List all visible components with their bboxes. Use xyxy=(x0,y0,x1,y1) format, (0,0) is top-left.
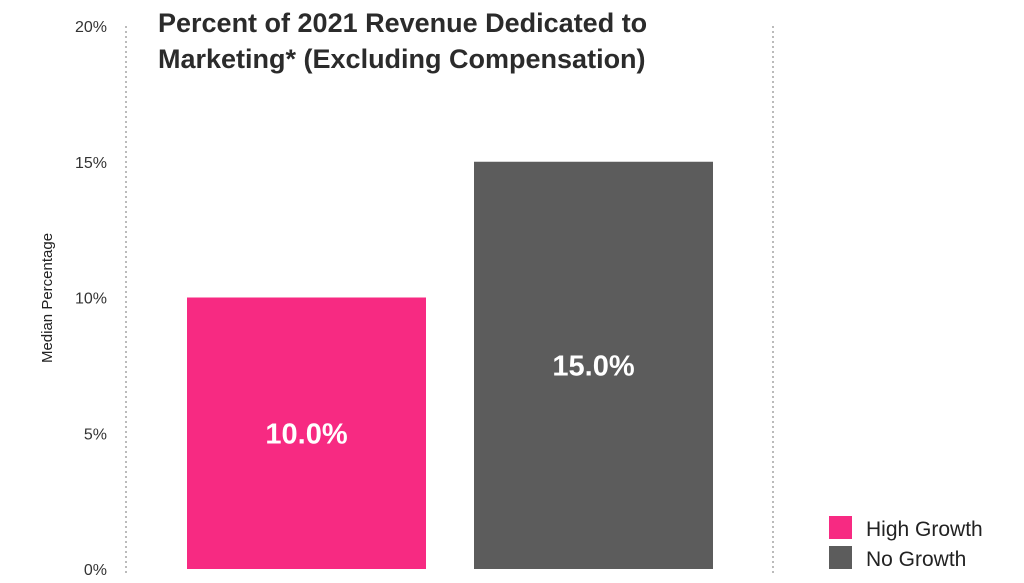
legend-swatch xyxy=(829,516,852,539)
y-tick-label: 15% xyxy=(75,155,107,172)
y-tick-label: 5% xyxy=(84,426,107,443)
y-tick-label: 0% xyxy=(84,562,107,579)
legend-swatch xyxy=(829,546,852,569)
legend-label: No Growth xyxy=(866,548,966,571)
bar-no-growth xyxy=(474,161,713,569)
data-label: 15.0% xyxy=(552,350,634,382)
y-axis-label: Median Percentage xyxy=(39,233,56,363)
data-label: 10.0% xyxy=(265,418,347,450)
chart-title-line-1: Percent of 2021 Revenue Dedicated to xyxy=(158,8,647,38)
y-tick-label: 10% xyxy=(75,291,107,308)
y-tick-label: 20% xyxy=(75,19,107,36)
chart-title-line-2: Marketing* (Excluding Compensation) xyxy=(158,44,646,74)
legend-label: High Growth xyxy=(866,518,983,541)
bar-high-growth xyxy=(187,297,426,569)
